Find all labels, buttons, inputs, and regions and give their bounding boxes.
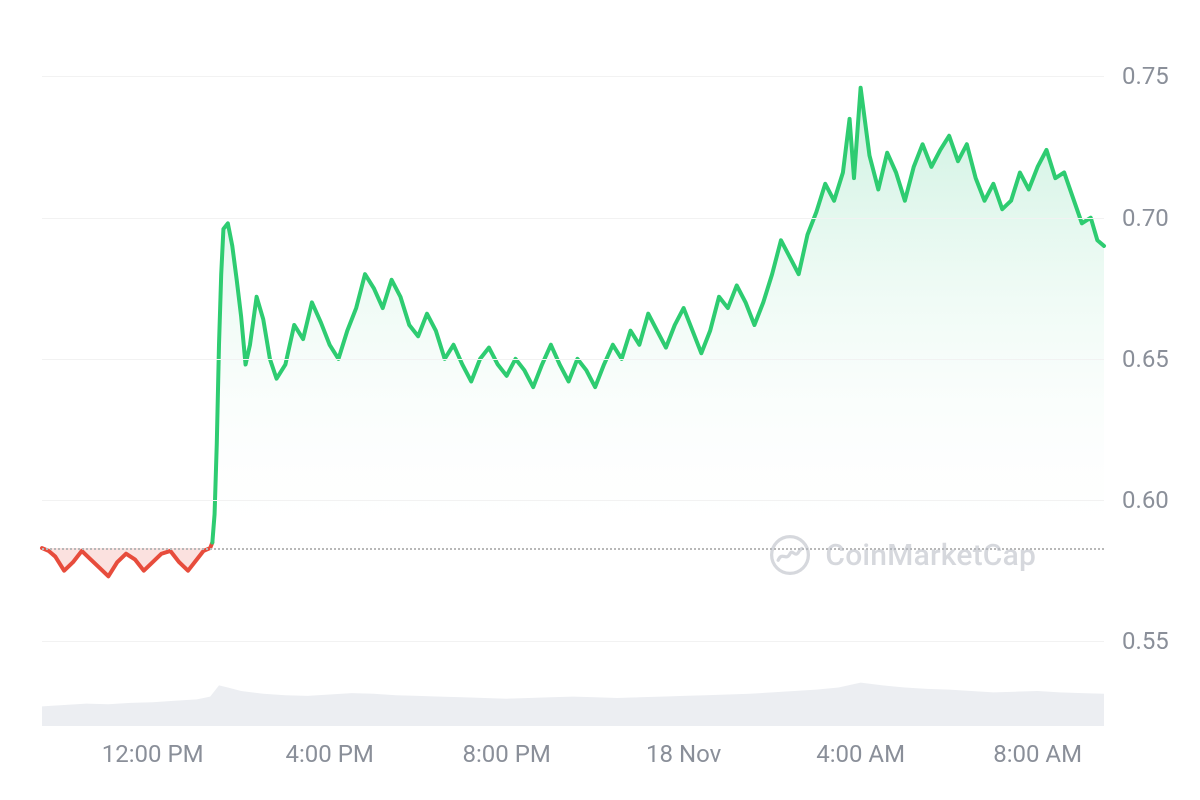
chart-svg <box>42 20 1104 726</box>
x-axis-label: 4:00 AM <box>816 740 905 768</box>
x-axis-label: 4:00 PM <box>285 740 373 768</box>
gridline <box>42 218 1104 219</box>
watermark-text: CoinMarketCap <box>825 538 1036 573</box>
gridline <box>42 641 1104 642</box>
x-axis-label: 18 Nov <box>646 740 721 768</box>
volume-overlay <box>42 683 1104 726</box>
y-axis-label: 0.70 <box>1122 204 1169 232</box>
y-axis-label: 0.60 <box>1122 486 1169 514</box>
y-axis-label: 0.75 <box>1122 62 1169 90</box>
y-axis-label: 0.65 <box>1122 345 1169 373</box>
x-axis-label: 12:00 PM <box>102 740 204 768</box>
gridline <box>42 76 1104 77</box>
y-axis-label: 0.55 <box>1122 627 1169 655</box>
gridline <box>42 359 1104 360</box>
x-axis-label: 8:00 AM <box>993 740 1082 768</box>
gridline <box>42 500 1104 501</box>
coinmarketcap-logo-icon <box>769 534 811 576</box>
watermark: CoinMarketCap <box>769 534 1036 576</box>
x-axis-label: 8:00 PM <box>462 740 550 768</box>
price-chart: CoinMarketCap 0.55 0.60 0.65 0.70 0.75 12:00 … <box>0 0 1200 800</box>
plot-area <box>42 20 1104 726</box>
